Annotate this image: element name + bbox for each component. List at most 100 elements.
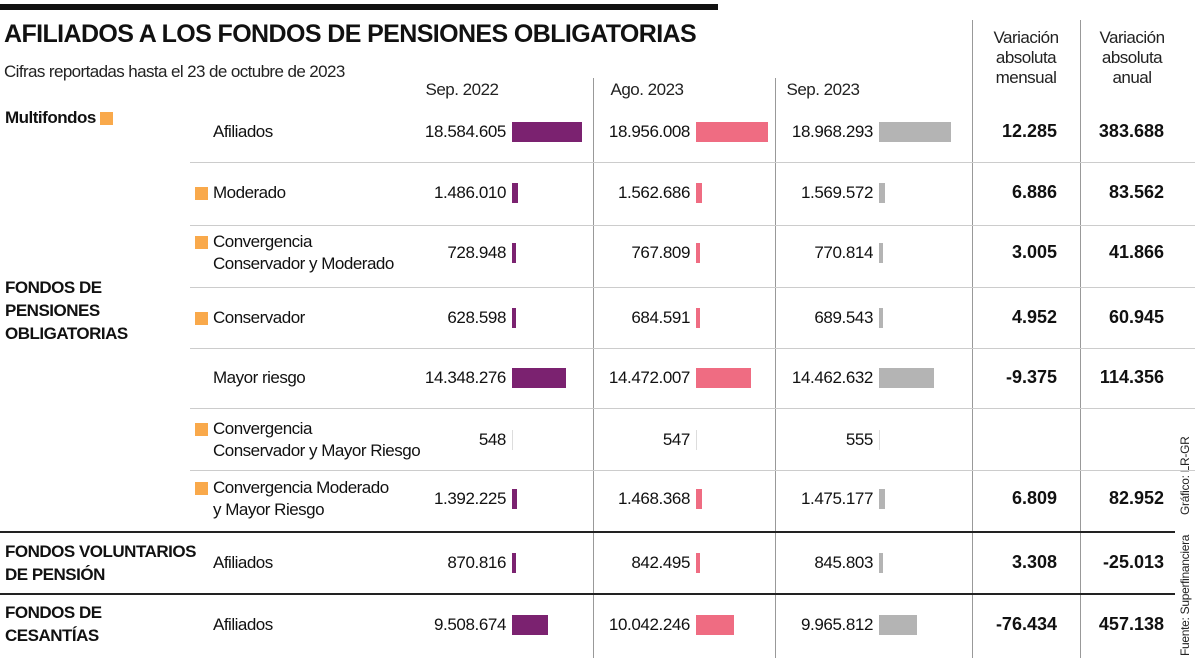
variation-anual: 383.688 — [1098, 121, 1164, 141]
bar-ago2023 — [696, 183, 702, 203]
cell-value: 14.462.632 — [791, 368, 873, 387]
cell-value: 728.948 — [447, 243, 506, 262]
orange-square-icon — [195, 236, 208, 249]
row-label: Convergencia Conservador y Moderado — [213, 232, 394, 273]
column-divider — [972, 20, 973, 658]
cell-value: 18.584.605 — [424, 122, 506, 141]
section-divider — [0, 531, 1175, 533]
row-divider — [190, 470, 1195, 471]
bar-sep2023 — [879, 489, 885, 509]
col-header-sep2022: Sep. 2022 — [425, 80, 499, 99]
column-divider — [1080, 20, 1081, 658]
col-header-mensual: Variación absoluta mensual — [993, 28, 1059, 87]
section-divider — [0, 593, 1175, 595]
row-label: Convergencia Conservador y Mayor Riesgo — [213, 419, 421, 460]
bar-sep2022 — [512, 308, 516, 328]
variation-mensual: -76.434 — [995, 614, 1057, 634]
row-label: Moderado — [213, 183, 286, 202]
variation-anual: 114.356 — [1099, 367, 1164, 387]
row-divider — [190, 348, 1195, 349]
cell-value: 14.472.007 — [608, 368, 690, 387]
bar-ago2023 — [696, 615, 735, 635]
bar-ago2023 — [696, 553, 700, 573]
cell-value: 1.392.225 — [433, 489, 506, 508]
cell-value: 18.968.293 — [791, 122, 873, 141]
bar-sep2022 — [512, 553, 516, 573]
variation-anual: 82.952 — [1108, 488, 1164, 508]
bar-sep2023 — [879, 243, 883, 263]
bar-sep2023 — [879, 183, 885, 203]
page-title: AFILIADOS A LOS FONDOS DE PENSIONES OBLI… — [4, 20, 697, 48]
variation-anual: 41.866 — [1108, 242, 1164, 262]
cell-value: 547 — [662, 430, 691, 449]
variation-mensual: 3.005 — [1011, 242, 1057, 262]
orange-square-icon — [195, 482, 208, 495]
cell-value: 1.562.686 — [617, 183, 690, 202]
cell-value: 10.042.246 — [608, 615, 690, 634]
cell-value: 1.486.010 — [433, 183, 506, 202]
bar-ago2023 — [696, 489, 702, 509]
top-rule — [0, 4, 718, 10]
cell-value: 770.814 — [814, 243, 873, 262]
row-divider — [190, 162, 1195, 163]
row-divider — [190, 408, 1195, 409]
orange-square-icon — [195, 423, 208, 436]
cell-value: 870.816 — [447, 553, 506, 572]
cell-value: 548 — [478, 430, 507, 449]
row-label: Afiliados — [213, 553, 273, 572]
variation-mensual: 12.285 — [1001, 121, 1057, 141]
cell-value: 845.803 — [814, 553, 873, 572]
row-label: Afiliados — [213, 122, 273, 141]
row-label: Afiliados — [213, 615, 273, 634]
cell-value: 628.598 — [447, 308, 506, 327]
variation-anual: 457.138 — [1098, 614, 1164, 634]
bar-sep2023 — [879, 553, 883, 573]
cell-value: 14.348.276 — [424, 368, 506, 387]
group-cesantias: FONDOS DE CESANTÍAS — [5, 603, 102, 645]
variation-mensual: -9.375 — [1005, 367, 1057, 387]
cell-value: 1.468.368 — [617, 489, 690, 508]
variation-anual: -25.013 — [1102, 552, 1164, 572]
variation-mensual: 3.308 — [1011, 552, 1057, 572]
variation-anual: 60.945 — [1108, 307, 1164, 327]
credit-text: Gráfico: LR-GR — [1178, 436, 1192, 515]
col-header-sep2023: Sep. 2023 — [786, 80, 860, 99]
variation-anual: 83.562 — [1108, 182, 1164, 202]
bar-sep2023 — [879, 308, 883, 328]
col-header-anual: Variación absoluta anual — [1099, 28, 1165, 87]
column-divider — [593, 78, 594, 658]
cell-value: 1.475.177 — [800, 489, 873, 508]
variation-mensual: 6.809 — [1011, 488, 1057, 508]
col-header-ago2023: Ago. 2023 — [610, 80, 684, 99]
orange-square-icon — [195, 187, 208, 200]
group-multifondos: Multifondos — [5, 106, 114, 129]
column-divider — [775, 78, 776, 658]
subtitle: Cifras reportadas hasta el 23 de octubre… — [4, 62, 345, 81]
bar-sep2022 — [512, 430, 513, 450]
row-label: Convergencia Moderado y Mayor Riesgo — [213, 478, 389, 519]
bar-sep2022 — [512, 368, 567, 388]
bar-ago2023 — [696, 308, 700, 328]
cell-value: 555 — [845, 430, 874, 449]
source-text: Fuente: Superfinanciera — [1178, 534, 1192, 656]
bar-ago2023 — [696, 368, 751, 388]
bar-sep2023 — [879, 122, 951, 142]
cell-value: 9.508.674 — [433, 615, 506, 634]
cell-value: 9.965.812 — [800, 615, 873, 634]
row-divider — [190, 225, 1195, 226]
bar-sep2023 — [879, 615, 917, 635]
variation-mensual: 4.952 — [1011, 307, 1057, 327]
row-divider — [190, 287, 1195, 288]
bar-sep2022 — [512, 183, 518, 203]
cell-value: 689.543 — [814, 308, 873, 327]
bar-sep2022 — [512, 615, 549, 635]
group-obligatorias: FONDOS DE PENSIONES OBLIGATORIAS — [5, 278, 128, 343]
row-label: Conservador — [213, 308, 305, 327]
group-label: Multifondos — [5, 108, 96, 127]
variation-mensual: 6.886 — [1011, 182, 1057, 202]
cell-value: 842.495 — [631, 553, 690, 572]
cell-value: 1.569.572 — [800, 183, 873, 202]
bar-sep2022 — [512, 243, 516, 263]
bar-ago2023 — [696, 122, 768, 142]
cell-value: 767.809 — [631, 243, 690, 262]
